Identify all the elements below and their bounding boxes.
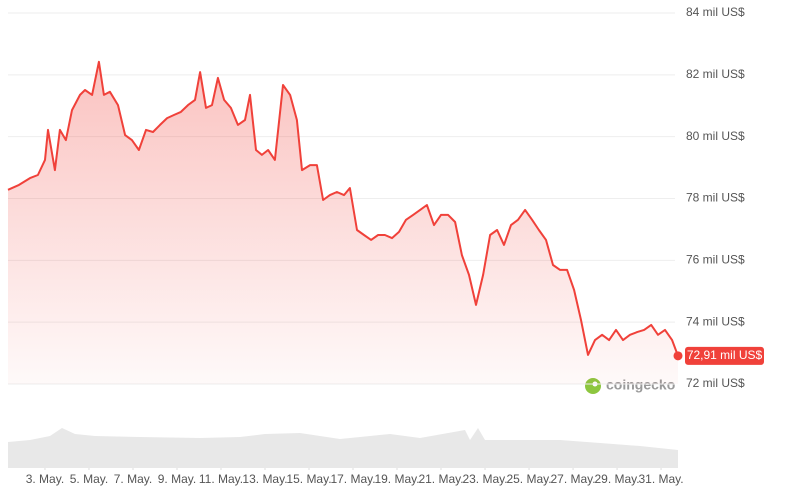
x-tick-label: 13. May. <box>242 472 287 486</box>
x-tick-label: 3. May. <box>26 472 64 486</box>
volume-area <box>8 428 678 468</box>
y-tick-label: 78 mil US$ <box>686 191 745 205</box>
current-price-badge <box>685 346 764 365</box>
x-tick-label: 23. May. <box>462 472 507 486</box>
x-tick-label: 11. May. <box>199 472 243 486</box>
price-area <box>8 61 678 385</box>
y-tick-label: 74 mil US$ <box>686 314 745 328</box>
y-tick-label: 76 mil US$ <box>686 253 745 267</box>
x-tick-label: 7. May. <box>114 472 152 486</box>
current-price-label: 72,91 mil US$ <box>687 348 763 362</box>
y-tick-label: 72 mil US$ <box>686 376 745 390</box>
current-price-dot <box>673 351 683 361</box>
x-tick-label: 29. May. <box>594 472 639 486</box>
x-tick-label: 15. May. <box>286 472 331 486</box>
y-tick-label: 84 mil US$ <box>686 5 745 19</box>
x-tick-label: 5. May. <box>70 472 108 486</box>
x-tick-label: 25. May. <box>506 472 551 486</box>
y-tick-label: 82 mil US$ <box>686 67 745 81</box>
x-tick-label: 31. May. <box>638 472 683 486</box>
x-tick-label: 21. May. <box>418 472 463 486</box>
price-line <box>7 60 679 357</box>
x-tick-label: 19. May. <box>374 472 419 486</box>
y-tick-label: 80 mil US$ <box>686 129 745 143</box>
x-tick-label: 27. May. <box>550 472 595 486</box>
x-tick-label: 9. May. <box>158 472 196 486</box>
x-tick-label: 17. May. <box>330 472 375 486</box>
